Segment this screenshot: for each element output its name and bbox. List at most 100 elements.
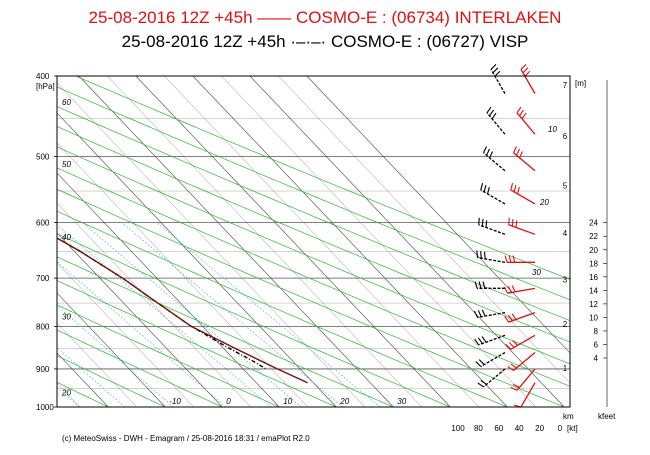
height-km-label: km	[563, 412, 574, 421]
wind-barb-interlaken-feather	[513, 146, 518, 154]
wind-barb-interlaken-feather	[524, 70, 531, 77]
pressure-tick-label: 500	[36, 153, 50, 162]
wind-barb-interlaken-feather	[516, 106, 522, 114]
wind-barb-visp-feather	[477, 337, 483, 344]
wind-axis-tick-label: 100	[451, 424, 465, 433]
wind-barb-visp-feather	[481, 219, 484, 227]
wind-barb-interlaken-feather	[512, 383, 520, 388]
height-km-tick-label: 6	[563, 132, 568, 141]
wind-barb-interlaken-feather	[504, 316, 510, 323]
mixing-ratio-line	[57, 305, 174, 407]
height-kfeet-tick-label: 18	[589, 259, 598, 268]
mixing-ratio-line	[121, 222, 344, 407]
isotherm-label-bottom: 10	[283, 397, 292, 406]
mixing-ratio-line	[156, 222, 381, 407]
wind-barb-visp	[478, 224, 506, 235]
mixing-ratio-line	[57, 261, 227, 407]
isotherm	[0, 76, 51, 407]
isotherm	[57, 232, 223, 407]
wind-barb-visp	[480, 351, 506, 368]
pressure-tick-label: 700	[36, 274, 50, 283]
wind-barb-interlaken-feather	[508, 217, 510, 225]
footer-credit: (c) MeteoSwiss - DWH - Emagram / 25-08-2…	[62, 434, 310, 443]
wind-barb-interlaken	[508, 224, 536, 235]
isotherm	[249, 76, 565, 407]
isotherm	[57, 172, 280, 407]
isotherm	[306, 76, 570, 354]
wind-barb-visp	[480, 189, 506, 205]
dry-adiabat	[57, 106, 570, 322]
wind-barb-interlaken-feather	[510, 386, 518, 391]
wind-barb-interlaken-feather	[521, 112, 527, 120]
wind-barb-visp-feather	[478, 217, 480, 225]
mixing-ratio-label: 10	[548, 125, 557, 134]
wind-barb-interlaken-feather	[512, 255, 516, 263]
isotherm	[57, 142, 308, 407]
wind-barb-visp-feather	[477, 382, 484, 388]
temperature-curve-interlaken	[57, 237, 308, 384]
height-kfeet-tick-label: 4	[594, 354, 599, 363]
mixing-ratio-line	[57, 224, 272, 407]
wind-barb-visp-feather	[480, 251, 482, 259]
dry-adiabat	[57, 146, 570, 365]
wind-barb-interlaken-feather	[505, 343, 512, 350]
wind-barb-visp-feather	[485, 220, 488, 228]
dry-adiabat-label: 40	[62, 233, 71, 242]
isotherm	[57, 202, 251, 407]
wind-barb-interlaken-feather	[510, 363, 517, 369]
mixing-ratio-label: 20	[539, 198, 549, 207]
wind-barb-visp-feather	[481, 336, 487, 343]
wind-barb-visp-feather	[473, 310, 478, 318]
wind-barb-interlaken-feather	[520, 64, 527, 70]
wind-barb-interlaken	[520, 382, 536, 408]
wind-barb-interlaken-feather	[515, 220, 518, 228]
dry-adiabat	[57, 256, 394, 407]
wind-barb-interlaken-feather	[504, 255, 508, 263]
height-km-tick-label: 4	[563, 229, 568, 238]
wind-barb-interlaken-feather	[511, 219, 514, 227]
wind-barb-visp-feather	[494, 70, 501, 77]
wind-barb-interlaken-feather	[511, 285, 516, 293]
wind-barb-visp-feather	[491, 112, 497, 120]
pressure-tick-label: 1000	[36, 403, 54, 412]
wind-barb-interlaken-feather	[508, 342, 515, 348]
dry-adiabat	[57, 355, 166, 407]
wind-barb-interlaken	[516, 368, 536, 391]
pressure-unit-label: [hPa]	[36, 82, 55, 91]
dry-adiabat	[57, 86, 570, 301]
wind-barb-visp	[490, 69, 506, 94]
wind-barb-interlaken-feather	[503, 286, 508, 294]
height-km-tick-label: 5	[563, 182, 568, 191]
pressure-tick-label: 600	[36, 218, 50, 227]
dry-adiabat	[57, 304, 280, 407]
isotherm	[164, 76, 479, 407]
wind-barb-interlaken-feather	[522, 67, 529, 74]
height-kfeet-tick-label: 8	[594, 327, 599, 336]
wind-barb-interlaken-feather	[507, 314, 513, 322]
wind-barb-interlaken-feather	[513, 184, 517, 193]
isotherm-label-bottom: 0	[226, 397, 231, 406]
wind-barb-visp	[477, 256, 506, 263]
dry-adiabat	[57, 280, 337, 407]
height-km-tick-label: 1	[563, 364, 568, 373]
isotherm	[57, 292, 166, 407]
isotherm-label-bottom: 20	[339, 397, 349, 406]
wind-barb-visp	[483, 152, 506, 172]
wind-barb-interlaken-feather	[507, 366, 514, 371]
dry-adiabat	[57, 126, 570, 343]
wind-barb-visp-feather	[478, 281, 482, 289]
height-kfeet-tick-label: 6	[594, 340, 599, 349]
wind-barb-interlaken-feather	[510, 183, 514, 191]
isotherm-label-bottom: 30	[397, 397, 406, 406]
height-kfeet-tick-label: 22	[589, 232, 598, 241]
pressure-tick-label: 900	[36, 365, 50, 374]
wind-barb-visp	[478, 334, 506, 346]
dewpoint-curve-visp	[0, 76, 28, 371]
isotherm	[221, 76, 536, 407]
wind-barb-interlaken-feather	[519, 109, 524, 117]
dry-adiabat	[0, 58, 51, 408]
wind-barb-interlaken-feather	[517, 186, 520, 195]
isotherm	[192, 76, 508, 407]
chart-title-secondary: 25-08-2016 12Z +45h ·–·–· COSMO-E : (067…	[121, 32, 529, 51]
